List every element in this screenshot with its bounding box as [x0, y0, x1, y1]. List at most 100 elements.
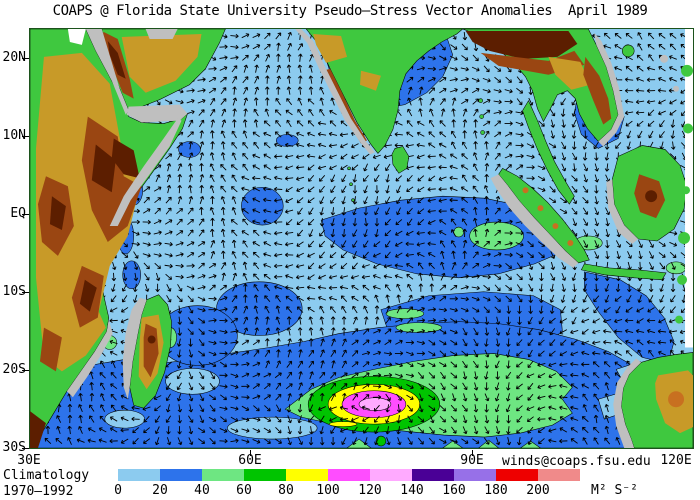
vector-arrow: [473, 393, 479, 402]
vector-arrow: [374, 437, 379, 446]
equatorial-green-core: [469, 221, 524, 251]
vector-arrow: [560, 98, 566, 106]
east-island: [677, 274, 688, 285]
land-java: [580, 263, 667, 281]
vector-arrow: [198, 229, 205, 237]
vector-arrow: [537, 165, 546, 171]
vector-arrow: [319, 229, 325, 237]
vector-arrow: [372, 361, 382, 367]
vector-arrow: [120, 394, 129, 400]
vector-arrow: [397, 437, 402, 446]
vector-arrow: [439, 43, 446, 51]
vector-arrow: [452, 393, 457, 402]
vector-arrow: [188, 184, 193, 194]
vector-arrow: [295, 154, 305, 159]
vector-arrow: [559, 318, 568, 324]
vector-arrow: [460, 285, 469, 290]
andaman-island: [479, 114, 484, 119]
green-bit: [442, 440, 464, 448]
vector-arrow: [669, 231, 678, 236]
vector-arrow: [636, 339, 644, 346]
lat-tick: [22, 58, 29, 59]
vector-arrow: [625, 65, 633, 72]
vector-arrow: [416, 318, 426, 323]
vector-arrow: [593, 437, 599, 445]
vector-arrow: [264, 32, 271, 40]
vector-arrow: [484, 218, 490, 226]
vector-arrow: [559, 438, 568, 444]
vector-arrow: [603, 361, 611, 368]
vector-arrow: [528, 272, 534, 281]
vector-arrow: [285, 197, 293, 203]
vector-arrow: [109, 318, 118, 323]
vector-arrow: [219, 373, 228, 378]
vector-arrow: [449, 77, 458, 82]
vector-arrow: [89, 404, 95, 412]
vector-arrow: [231, 130, 237, 139]
vector-arrow: [528, 294, 533, 303]
vector-arrow: [407, 437, 413, 445]
vector-arrow: [328, 154, 337, 160]
vector-arrow: [407, 426, 413, 435]
vector-arrow: [243, 108, 248, 117]
vector-arrow: [504, 153, 513, 159]
vector-arrow: [330, 393, 336, 402]
vector-arrow: [199, 404, 205, 413]
vector-arrow: [548, 197, 557, 203]
vector-arrow: [154, 262, 161, 270]
equator-blob: [241, 186, 284, 226]
vector-arrow: [208, 318, 217, 323]
vector-arrow: [416, 230, 425, 236]
vector-arrow: [87, 438, 96, 443]
green-dot: [665, 261, 687, 275]
vector-arrow: [339, 417, 349, 422]
vector-arrow: [219, 296, 228, 301]
vector-arrow: [473, 108, 479, 117]
vector-arrow: [627, 283, 632, 293]
vector-arrow: [210, 250, 216, 259]
vector-arrow: [231, 250, 237, 259]
vector-arrow: [494, 207, 501, 215]
vector-arrow: [592, 372, 600, 379]
vector-arrow: [121, 295, 128, 303]
vector-arrow: [308, 360, 314, 368]
vector-arrow: [120, 438, 129, 444]
vector-arrow: [219, 394, 228, 401]
vector-arrow: [528, 305, 533, 314]
vector-arrow: [209, 382, 216, 390]
vector-arrow: [78, 414, 83, 424]
vector-arrow: [210, 217, 215, 227]
vector-arrow: [276, 360, 281, 369]
vector-arrow: [275, 393, 282, 401]
vector-arrow: [142, 242, 151, 247]
annamite-range: [583, 56, 612, 125]
vector-arrow: [473, 371, 479, 380]
horn-patch: [178, 141, 201, 158]
vector-arrow: [307, 186, 315, 193]
vector-arrow: [241, 230, 249, 236]
vector-arrow: [417, 186, 425, 193]
vector-arrow: [386, 437, 391, 446]
vector-arrow: [482, 263, 491, 269]
vector-arrow: [516, 87, 524, 94]
vector-arrow: [120, 427, 129, 433]
vector-arrow: [341, 338, 347, 347]
map-frame: [29, 28, 694, 449]
himalaya: [465, 30, 578, 59]
vector-arrow: [230, 362, 239, 367]
vector-arrow: [339, 275, 349, 280]
vector-arrow: [285, 131, 293, 138]
vector-arrow: [614, 361, 622, 367]
vector-arrow: [483, 109, 491, 116]
vector-arrow: [253, 305, 258, 314]
vector-arrow: [286, 316, 292, 325]
vector-arrow: [242, 152, 249, 160]
vector-arrow: [252, 33, 261, 39]
vector-arrow: [484, 130, 490, 139]
vector-arrow: [482, 252, 491, 257]
lon-tick-label: 60E: [238, 453, 262, 468]
vector-arrow: [165, 382, 172, 391]
vector-arrow: [111, 272, 117, 282]
vector-arrow: [187, 295, 194, 303]
vector-arrow: [483, 284, 491, 291]
